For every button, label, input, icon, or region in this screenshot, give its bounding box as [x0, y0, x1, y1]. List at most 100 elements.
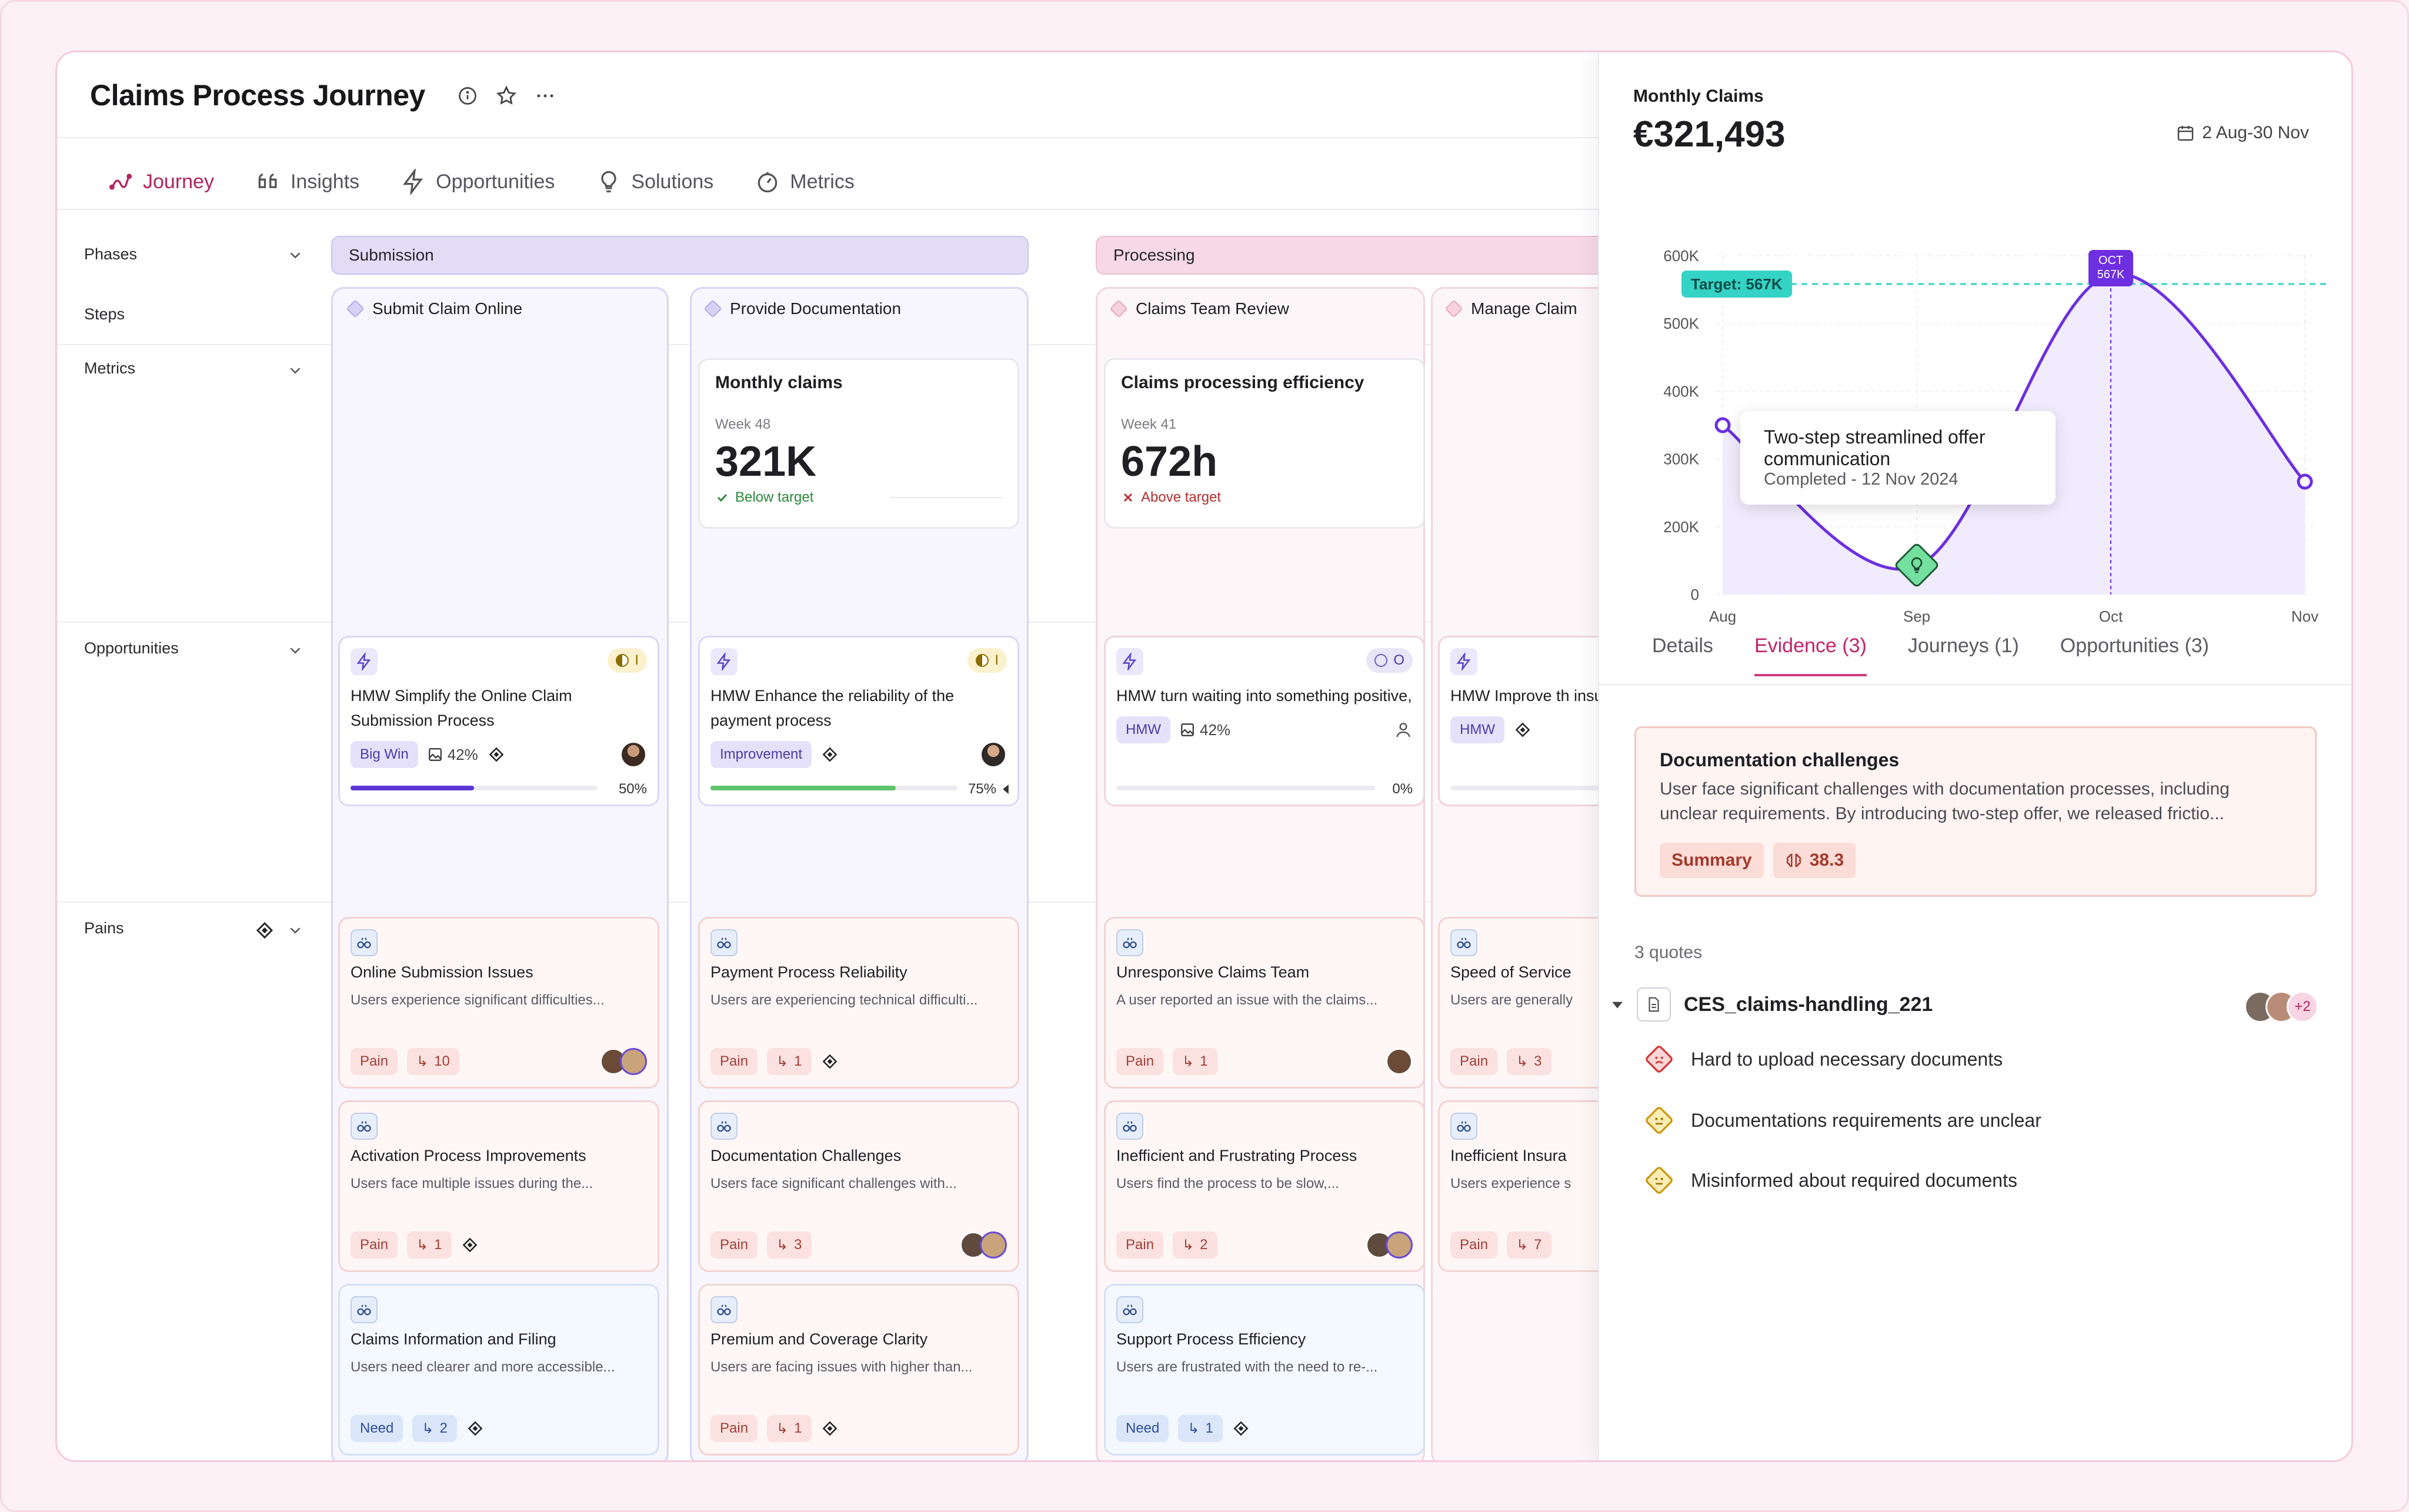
avatar[interactable] — [620, 1048, 647, 1075]
tab-journey[interactable]: Journey — [108, 164, 214, 199]
metric-card[interactable]: Monthly claims Week 48 321K Below target — [698, 358, 1019, 529]
opportunity-card[interactable]: I HMW Enhance the reliability of the pay… — [698, 636, 1019, 806]
quote-text: Hard to upload necessary documents — [1691, 1048, 2003, 1070]
avatar[interactable] — [1386, 1048, 1413, 1075]
user-icon[interactable] — [1394, 720, 1413, 739]
pain-count: 1 — [794, 1053, 802, 1069]
step-diamond-icon — [1109, 299, 1128, 318]
quote-source-row[interactable]: CES_claims-handling_221 — [1612, 987, 1933, 1022]
summary-tag[interactable]: Summary — [1660, 843, 1764, 878]
opportunity-card[interactable]: HMW Improve th insurance claims HMW — [1438, 636, 1692, 806]
y-tick-label: 200K — [1663, 518, 1699, 536]
journey-icon — [109, 173, 132, 190]
info-icon[interactable] — [455, 83, 481, 109]
data-point[interactable] — [2297, 473, 2313, 490]
impact-pill-label: I — [635, 652, 639, 668]
tab-metrics[interactable]: Metrics — [755, 164, 855, 199]
opportunity-progress-label: 50% — [618, 781, 647, 797]
metric-week: Week 41 — [1121, 416, 1177, 432]
opportunity-card[interactable]: I HMW Simplify the Online Claim Submissi… — [338, 636, 659, 806]
step-manage-claim[interactable]: Manage Claim — [1444, 299, 1577, 318]
tab-panel-opportunities[interactable]: Opportunities (3) — [2060, 635, 2210, 657]
pain-card[interactable]: Payment Process Reliability Users are ex… — [698, 917, 1019, 1089]
quote-item[interactable]: Misinformed about required documents — [1643, 1164, 2017, 1197]
opportunity-progress — [1450, 786, 1627, 790]
opportunity-card[interactable]: O HMW turn waiting into something positi… — [1104, 636, 1425, 806]
star-icon[interactable] — [493, 83, 519, 109]
date-range-picker[interactable]: 2 Aug-30 Nov — [2176, 123, 2309, 143]
phase-processing[interactable]: Processing — [1096, 236, 1625, 275]
pain-card[interactable]: Inefficient Insura Users experience s Pa… — [1438, 1100, 1626, 1272]
pain-card[interactable]: Documentation Challenges Users face sign… — [698, 1100, 1019, 1272]
pain-title: Documentation Challenges — [710, 1147, 902, 1164]
pain-title: Payment Process Reliability — [710, 963, 907, 981]
tab-solutions[interactable]: Solutions — [596, 164, 713, 199]
opportunity-progress — [351, 786, 598, 790]
solution-marker[interactable] — [1893, 542, 1940, 589]
link-arrow-icon: ↳ — [416, 1053, 429, 1070]
tab-evidence[interactable]: Evidence (3) — [1754, 635, 1867, 676]
y-tick-label: 0 — [1691, 586, 1699, 603]
need-card[interactable]: Support Process Efficiency Users are fru… — [1104, 1284, 1425, 1456]
pain-count: 2 — [1200, 1237, 1208, 1253]
y-tick-label: 400K — [1663, 382, 1699, 400]
metric-card[interactable]: Claims processing efficiency Week 41 672… — [1104, 358, 1425, 529]
row-label-steps: Steps — [84, 305, 125, 323]
tab-opportunities[interactable]: Opportunities — [401, 164, 555, 199]
binoculars-icon — [1116, 1296, 1143, 1323]
avatar[interactable] — [1386, 1231, 1413, 1259]
pain-card[interactable]: Speed of Service Users are generally Pai… — [1438, 917, 1626, 1089]
pain-title: Activation Process Improvements — [351, 1147, 586, 1164]
quotes-count: 3 quotes — [1634, 943, 1703, 962]
pain-card[interactable]: Online Submission Issues Users experienc… — [338, 917, 659, 1089]
step-provide-documentation[interactable]: Provide Documentation — [703, 299, 901, 318]
evidence-card[interactable]: Documentation challenges User face signi… — [1634, 726, 2317, 897]
caret-down-icon[interactable] — [1611, 998, 1624, 1011]
pain-card[interactable]: Unresponsive Claims Team A user reported… — [1104, 917, 1425, 1089]
pain-card[interactable]: Premium and Coverage Clarity Users are f… — [698, 1284, 1019, 1456]
tab-insights[interactable]: Insights — [255, 164, 359, 199]
impact-pill: O — [1366, 648, 1413, 673]
chevron-down-icon[interactable] — [286, 246, 304, 264]
phase-submission[interactable]: Submission — [331, 236, 1029, 275]
link-arrow-icon: ↳ — [776, 1237, 789, 1253]
quote-item[interactable]: Hard to upload necessary documents — [1643, 1043, 2003, 1076]
quote-item[interactable]: Documentations requirements are unclear — [1643, 1104, 2041, 1137]
avatar-group[interactable]: +2 — [2244, 991, 2318, 1023]
link-arrow-icon: ↳ — [776, 1420, 789, 1437]
chevron-down-icon[interactable] — [286, 642, 304, 659]
sad-face-icon — [1646, 1046, 1673, 1073]
more-icon[interactable] — [532, 83, 558, 109]
panel-title: Monthly Claims — [1633, 86, 1764, 106]
chevron-down-icon[interactable] — [286, 922, 304, 939]
pain-title: Inefficient and Frustrating Process — [1116, 1147, 1357, 1164]
need-card[interactable]: Claims Information and Filing Users need… — [338, 1284, 659, 1456]
tab-details[interactable]: Details — [1652, 635, 1713, 657]
panel-tabs-divider — [1599, 684, 2351, 685]
progress-fill — [710, 786, 896, 790]
chart-markers — [1714, 256, 2313, 595]
caret-left-icon[interactable] — [1001, 783, 1010, 795]
chart-tooltip: Two-step streamlined offer communication… — [1740, 411, 2056, 505]
pain-card[interactable]: Activation Process Improvements Users fa… — [338, 1100, 659, 1272]
pain-tag: Pain — [1116, 1048, 1164, 1075]
pains-filter-icon[interactable] — [255, 920, 275, 940]
avatar[interactable] — [620, 741, 647, 768]
link-arrow-icon: ↳ — [1516, 1237, 1529, 1253]
step-claims-team-review[interactable]: Claims Team Review — [1109, 299, 1289, 318]
step-submit-claim-online[interactable]: Submit Claim Online — [346, 299, 522, 318]
avatar[interactable] — [980, 1231, 1007, 1259]
data-point[interactable] — [1714, 417, 1731, 433]
tab-journeys[interactable]: Journeys (1) — [1907, 635, 2019, 657]
segment-icon — [822, 1054, 837, 1069]
pain-card[interactable]: Inefficient and Frustrating Process User… — [1104, 1100, 1425, 1272]
close-icon — [1123, 493, 1133, 502]
evidence-desc-line: User face significant challenges with do… — [1660, 779, 2230, 799]
pain-desc: Users face multiple issues during the... — [351, 1176, 593, 1191]
pain-tag: Pain — [710, 1048, 758, 1075]
chevron-down-icon[interactable] — [286, 362, 304, 379]
lightning-icon — [351, 648, 378, 675]
avatar[interactable] — [980, 741, 1007, 768]
pain-tag: Pain — [1450, 1048, 1498, 1075]
opportunity-text: HMW Enhance the reliability of the payme… — [710, 687, 955, 729]
